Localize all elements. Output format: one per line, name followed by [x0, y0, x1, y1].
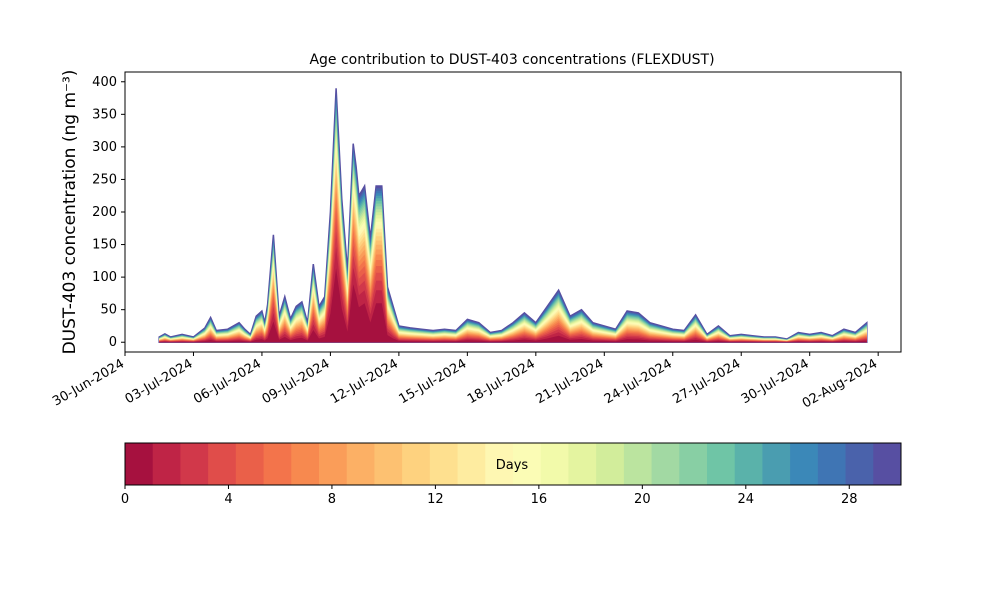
- colorbar-tick-label: 4: [224, 492, 232, 507]
- x-tick-label: 21-Jul-2024: [533, 356, 606, 407]
- x-axis-ticks: 30-Jun-202403-Jul-202406-Jul-202409-Jul-…: [50, 352, 880, 412]
- colorbar-swatch: [873, 443, 902, 485]
- age-layer-15: [159, 135, 867, 343]
- colorbar-swatch: [319, 443, 348, 485]
- colorbar-label: Days: [496, 458, 529, 473]
- x-tick-label: 18-Jul-2024: [465, 356, 538, 407]
- colorbar-tick-label: 20: [634, 492, 651, 507]
- x-tick-label: 24-Jul-2024: [602, 356, 675, 407]
- colorbar-tick-label: 16: [531, 492, 548, 507]
- colorbar-swatch: [457, 443, 486, 485]
- colorbar-swatch: [845, 443, 874, 485]
- age-layer-17: [159, 126, 867, 343]
- colorbar-tick-label: 12: [427, 492, 444, 507]
- y-axis-label: DUST-403 concentration (ng m⁻³): [60, 70, 80, 355]
- colorbar-swatch: [429, 443, 459, 485]
- age-layer-21: [159, 110, 867, 343]
- colorbar-swatch: [346, 443, 375, 485]
- age-layer-16: [159, 131, 867, 343]
- age-layer-23: [159, 102, 867, 343]
- y-tick-label: 300: [92, 140, 117, 155]
- colorbar-swatch: [374, 443, 403, 485]
- y-tick-label: 350: [92, 107, 117, 122]
- y-tick-label: 250: [92, 172, 117, 187]
- colorbar-tick-label: 28: [841, 492, 858, 507]
- age-layer-24: [159, 98, 867, 343]
- y-tick-label: 100: [92, 270, 117, 285]
- age-layer-26: [159, 91, 867, 343]
- colorbar-swatch: [513, 443, 542, 485]
- plot-frame: [124, 71, 902, 353]
- y-tick-label: 400: [92, 75, 117, 90]
- y-tick-label: 200: [92, 205, 117, 220]
- colorbar-swatch: [623, 443, 653, 485]
- colorbar-tick-label: 24: [738, 492, 755, 507]
- x-tick-label: 30-Jun-2024: [50, 356, 127, 409]
- x-tick-label: 03-Jul-2024: [123, 356, 196, 407]
- age-layer-13: [159, 145, 867, 343]
- colorbar-swatch: [817, 443, 847, 485]
- age-layer-14: [159, 140, 867, 343]
- colorbar-swatch: [263, 443, 292, 485]
- colorbar-swatch: [125, 443, 154, 485]
- x-tick-label: 27-Jul-2024: [670, 356, 743, 407]
- colorbar-frame: [124, 442, 902, 486]
- x-tick-label: 02-Aug-2024: [800, 356, 880, 411]
- x-tick-label: 09-Jul-2024: [260, 356, 333, 407]
- colorbar-swatch: [152, 443, 181, 485]
- colorbar-swatch: [235, 443, 265, 485]
- colorbar-swatch: [291, 443, 320, 485]
- colorbar-swatch: [402, 443, 431, 485]
- age-layer-19: [159, 118, 867, 343]
- x-tick-label: 15-Jul-2024: [397, 356, 470, 407]
- age-layer-18: [159, 122, 867, 343]
- y-tick-label: 150: [92, 238, 117, 253]
- x-tick-label: 12-Jul-2024: [328, 356, 401, 407]
- colorbar-tick-label: 8: [328, 492, 336, 507]
- age-layer-25: [159, 95, 867, 343]
- age-layer-20: [159, 113, 867, 343]
- colorbar-swatch: [707, 443, 736, 485]
- y-tick-label: 0: [109, 335, 117, 350]
- colorbar-swatch: [180, 443, 209, 485]
- colorbar-tick-label: 0: [121, 492, 129, 507]
- colorbar-swatch: [540, 443, 569, 485]
- y-axis-ticks: 0 50 100 150 200 250 300 350 400: [92, 75, 125, 350]
- age-layer-0: [159, 268, 867, 343]
- colorbar-swatch: [208, 443, 237, 485]
- colorbar-swatch: [679, 443, 708, 485]
- colorbar-swatch: [762, 443, 791, 485]
- colorbar-swatch: [734, 443, 763, 485]
- colorbar-swatch: [651, 443, 680, 485]
- colorbar-ticks: 0 4 8 12 16 20 24 28: [121, 485, 858, 507]
- y-tick-label: 50: [100, 303, 117, 318]
- colorbar-swatch: [596, 443, 625, 485]
- chart-title: Age contribution to DUST-403 concentrati…: [309, 52, 714, 68]
- age-colorbar: [125, 443, 902, 485]
- colorbar-swatch: [568, 443, 597, 485]
- x-tick-label: 06-Jul-2024: [191, 356, 264, 407]
- age-layer-22: [159, 106, 867, 343]
- age-layer-27: [158, 88, 868, 343]
- colorbar-swatch: [485, 443, 514, 485]
- age-layer-12: [159, 151, 867, 343]
- colorbar-swatch: [790, 443, 819, 485]
- stacked-area-layers: [158, 88, 868, 343]
